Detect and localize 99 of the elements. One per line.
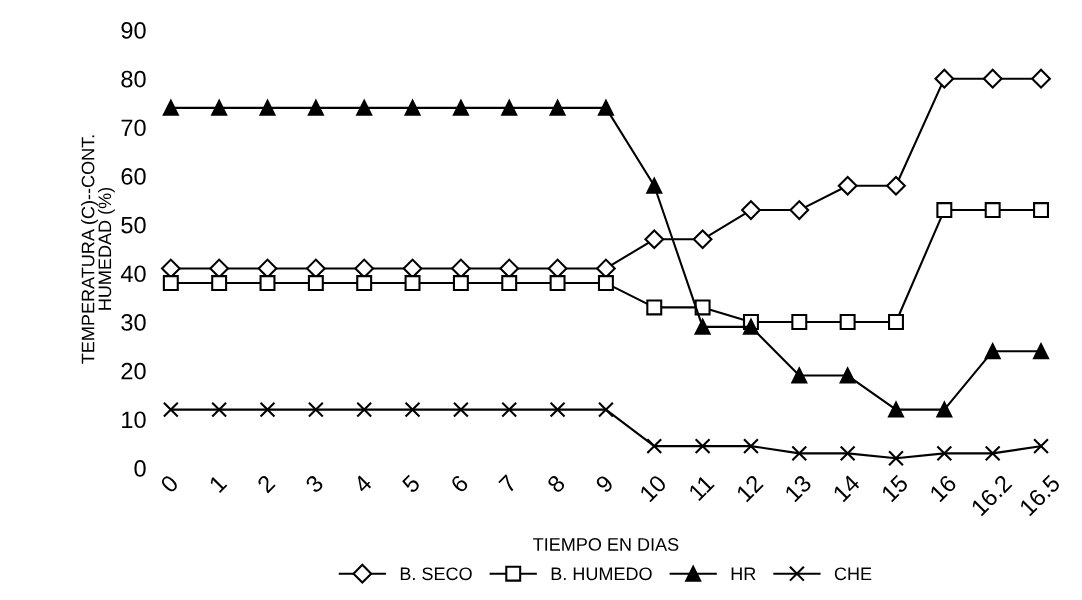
point xyxy=(646,438,663,455)
point xyxy=(984,343,1001,360)
point xyxy=(307,275,324,292)
point xyxy=(501,99,518,116)
point xyxy=(404,99,421,116)
point xyxy=(936,202,953,219)
legend-label: CHE xyxy=(834,567,872,581)
point xyxy=(452,275,469,292)
point xyxy=(356,275,373,292)
point xyxy=(1033,343,1050,360)
point xyxy=(162,99,179,116)
x-tick-label: 5 xyxy=(401,474,421,494)
point xyxy=(692,229,713,250)
y-tick-label: 80 xyxy=(121,70,146,88)
y-tick-label: 10 xyxy=(122,411,146,429)
point xyxy=(549,99,566,116)
x-tick-label: 3 xyxy=(304,474,325,494)
x-tick-label: 9 xyxy=(594,474,615,494)
y-tick-label: 70 xyxy=(121,119,146,137)
x-tick-label: 2 xyxy=(256,474,276,494)
y-tick-label: 90 xyxy=(121,22,146,39)
x-axis-title: TIEMPO EN DIAS xyxy=(533,538,679,551)
point xyxy=(839,445,856,462)
point xyxy=(646,177,663,194)
point xyxy=(741,200,761,220)
point xyxy=(549,275,566,292)
point xyxy=(888,314,904,330)
point xyxy=(936,401,953,418)
point xyxy=(694,299,711,316)
x-tick-label: 8 xyxy=(546,474,566,494)
x-tick-label: 11 xyxy=(688,474,715,502)
x-tick-label: 0 xyxy=(159,473,180,494)
point xyxy=(888,450,904,467)
legend-label: HR xyxy=(731,567,756,580)
x-tick-label: 10 xyxy=(638,473,668,503)
point xyxy=(597,99,614,116)
point xyxy=(211,401,228,418)
point xyxy=(549,401,566,418)
point xyxy=(839,314,856,330)
point xyxy=(501,401,518,418)
point xyxy=(742,318,759,335)
x-tick-label: 6 xyxy=(449,474,470,494)
point xyxy=(1033,202,1050,219)
point xyxy=(936,445,953,462)
point xyxy=(307,401,324,418)
point xyxy=(597,275,614,292)
y-tick-label: 60 xyxy=(121,168,146,185)
point xyxy=(982,68,1003,89)
point xyxy=(984,445,1001,462)
point xyxy=(1033,438,1050,455)
point xyxy=(162,401,179,418)
point xyxy=(644,229,665,250)
legend-label: B. SECO xyxy=(400,567,472,581)
point xyxy=(984,202,1001,219)
point xyxy=(356,99,373,116)
y-tick-label: 30 xyxy=(121,314,146,331)
point xyxy=(211,99,228,116)
x-tick-label: 7 xyxy=(498,474,518,494)
y-tick-label: 20 xyxy=(121,362,146,380)
x-tick-label: 15 xyxy=(880,474,910,503)
point xyxy=(789,200,810,220)
point xyxy=(452,99,469,116)
point xyxy=(694,318,711,335)
x-tick-label: 1 xyxy=(208,474,228,493)
x-tick-label: 12 xyxy=(735,474,764,503)
point xyxy=(839,367,856,384)
y-tick-label: 50 xyxy=(121,216,146,234)
point xyxy=(694,438,711,455)
point xyxy=(356,401,373,418)
point xyxy=(791,367,808,384)
point xyxy=(886,175,906,196)
point xyxy=(1031,68,1051,89)
point xyxy=(259,401,276,418)
point xyxy=(307,99,324,116)
point xyxy=(597,401,614,418)
x-tick-label: 14 xyxy=(832,473,861,503)
point xyxy=(934,68,955,89)
y-tick-label: 0 xyxy=(134,460,146,477)
point xyxy=(888,401,904,418)
point xyxy=(791,314,808,330)
point xyxy=(742,438,759,455)
point xyxy=(452,401,469,418)
point xyxy=(404,401,421,418)
point xyxy=(501,275,518,292)
x-tick-label: 4 xyxy=(352,473,373,494)
x-tick-label: 13 xyxy=(783,474,813,503)
x-tick-label: 16.2 xyxy=(970,474,1013,517)
y-axis-title: TEMPERATURA (C)--CONT. HUMEDAD (%) xyxy=(81,135,115,364)
point xyxy=(791,445,808,462)
y-tick-label: 40 xyxy=(120,265,146,283)
point xyxy=(646,299,663,316)
legend-label: B. HUMEDO xyxy=(551,567,652,581)
point xyxy=(259,275,276,292)
x-tick-label: 16 xyxy=(928,474,958,503)
point xyxy=(404,275,421,292)
point xyxy=(259,99,276,116)
point xyxy=(211,275,228,292)
point xyxy=(837,175,858,196)
point xyxy=(162,275,179,292)
